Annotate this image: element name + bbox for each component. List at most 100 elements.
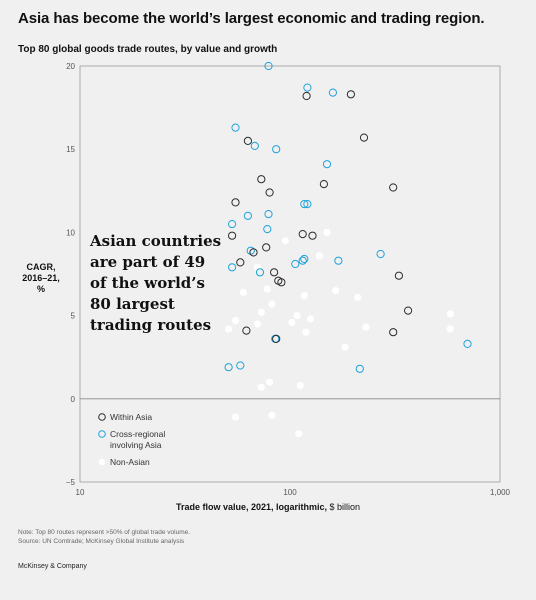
data-point-non-asian xyxy=(239,288,247,296)
y-tick-label: 20 xyxy=(66,62,75,71)
data-point-non-asian xyxy=(266,378,274,386)
data-point-within-asia xyxy=(277,278,286,287)
data-point-cross-regional-involving-asia xyxy=(355,364,364,373)
data-point-cross-regional-involving-asia xyxy=(328,88,337,97)
data-point-non-asian xyxy=(231,413,240,421)
data-point-cross-regional-involving-asia xyxy=(263,225,272,234)
callout-line-5: trading routes xyxy=(90,316,211,334)
data-point-within-asia xyxy=(404,306,413,315)
data-point-cross-regional-involving-asia xyxy=(303,83,312,92)
legend-label-non-asian: Non-Asian xyxy=(110,457,150,467)
legend-label-within-asia: Within Asia xyxy=(110,412,152,422)
data-points xyxy=(224,61,472,438)
note-text: Note: Top 80 routes represent >50% of gl… xyxy=(18,529,191,536)
legend: Within Asia Cross-regional involving Asia… xyxy=(98,412,165,467)
data-point-within-asia xyxy=(389,183,398,192)
data-point-non-asian xyxy=(263,285,271,293)
y-tick-label: 5 xyxy=(71,312,76,321)
page-headline: Asia has become the world’s largest econ… xyxy=(18,10,485,27)
data-point-within-asia xyxy=(359,133,369,142)
data-point-non-asian xyxy=(268,300,276,308)
x-axis-label-bold: Trade flow value, 2021, logarithmic, xyxy=(175,502,327,512)
data-point-cross-regional-involving-asia xyxy=(272,145,281,154)
data-point-within-asia xyxy=(265,188,274,197)
y-tick-label: −5 xyxy=(66,478,76,487)
data-point-cross-regional-involving-asia xyxy=(236,361,245,370)
data-point-non-asian xyxy=(362,323,370,331)
data-point-cross-regional-involving-asia xyxy=(243,211,252,220)
data-point-cross-regional-involving-asia xyxy=(322,160,332,169)
data-point-non-asian xyxy=(253,320,262,328)
data-point-non-asian xyxy=(281,237,289,245)
chart-title: Top 80 global goods trade routes, by val… xyxy=(18,44,278,55)
callout-line-2: are part of 49 xyxy=(90,253,205,271)
callout-text: Asian countries are part of 49 of the wo… xyxy=(89,232,226,334)
data-point-non-asian xyxy=(446,310,454,318)
x-axis-label: Trade flow value, 2021, logarithmic, $ b… xyxy=(0,502,536,512)
data-point-non-asian xyxy=(231,317,240,325)
data-point-within-asia xyxy=(298,230,307,239)
y-axis-label: CAGR, 2016–21, % xyxy=(22,262,60,294)
data-point-non-asian xyxy=(257,308,265,316)
data-point-within-asia xyxy=(394,271,403,280)
data-point-within-asia xyxy=(236,258,245,267)
data-point-non-asian xyxy=(296,381,304,390)
data-point-cross-regional-involving-asia xyxy=(334,256,343,265)
data-point-cross-regional-involving-asia xyxy=(224,363,233,372)
data-point-non-asian xyxy=(268,411,276,419)
data-point-cross-regional-involving-asia xyxy=(298,256,307,265)
legend-marker-cross-regional xyxy=(98,430,106,438)
y-tick-label: 15 xyxy=(66,145,75,154)
data-point-cross-regional-involving-asia xyxy=(303,200,312,209)
data-point-non-asian xyxy=(225,325,233,333)
plot-area-frame xyxy=(79,65,501,483)
scatter-chart: −5 0 5 10 15 20 10 100 1,000 Asian countries are… xyxy=(66,61,511,497)
x-tick-label: 100 xyxy=(283,488,297,497)
data-point-cross-regional-involving-asia xyxy=(264,210,273,219)
data-point-non-asian xyxy=(300,292,308,300)
footnote: Note: Top 80 routes represent >50% of gl… xyxy=(18,528,190,546)
data-point-cross-regional-involving-asia xyxy=(300,254,309,264)
axis-ticks: −5 0 5 10 15 20 10 100 1,000 xyxy=(66,62,511,497)
data-point-non-asian xyxy=(446,325,454,333)
x-tick-label: 1,000 xyxy=(490,488,511,497)
data-point-cross-regional-involving-asia xyxy=(231,123,240,132)
source-text: Source: UN Comtrade; McKinsey Global Ins… xyxy=(18,538,185,545)
y-tick-label: 0 xyxy=(71,395,76,404)
data-point-within-asia xyxy=(249,248,258,257)
data-point-within-asia xyxy=(262,243,271,252)
data-point-cross-regional-involving-asia xyxy=(228,263,237,272)
data-point-within-asia xyxy=(308,231,317,240)
data-point-within-asia xyxy=(231,198,240,207)
data-point-non-asian xyxy=(293,312,301,320)
data-point-non-asian xyxy=(306,315,314,323)
legend-label-cross-regional: Cross-regional involving Asia xyxy=(110,429,165,450)
data-point-non-asian xyxy=(295,430,303,438)
data-point-non-asian xyxy=(332,287,340,295)
data-point-non-asian xyxy=(257,383,265,391)
data-point-cross-regional-involving-asia xyxy=(264,61,273,71)
x-axis-label-unit: $ billion xyxy=(329,502,361,512)
legend-marker-non-asian xyxy=(98,458,106,466)
callout-line-4: 80 largest xyxy=(90,295,175,313)
data-point-non-asian xyxy=(323,228,331,236)
data-point-within-asia xyxy=(346,90,355,99)
data-point-cross-regional-involving-asia xyxy=(291,259,300,269)
y-tick-label: 10 xyxy=(66,228,75,237)
callout-line-3: of the world’s xyxy=(90,274,205,292)
x-tick-label: 10 xyxy=(76,488,85,497)
data-point-non-asian xyxy=(354,293,362,301)
legend-marker-within-asia xyxy=(98,413,106,421)
data-point-within-asia xyxy=(319,180,328,189)
data-point-cross-regional-involving-asia xyxy=(250,141,259,150)
data-point-non-asian xyxy=(315,252,323,260)
data-point-non-asian xyxy=(302,328,310,336)
callout-line-1: Asian countries xyxy=(89,232,221,250)
data-point-non-asian xyxy=(341,343,349,351)
data-point-within-asia xyxy=(242,326,251,335)
legend-label-line: involving Asia xyxy=(110,440,162,450)
data-point-cross-regional-involving-asia xyxy=(463,339,472,348)
data-point-cross-regional-involving-asia xyxy=(228,220,237,229)
data-point-within-asia xyxy=(270,268,279,277)
data-point-within-asia xyxy=(302,91,311,101)
